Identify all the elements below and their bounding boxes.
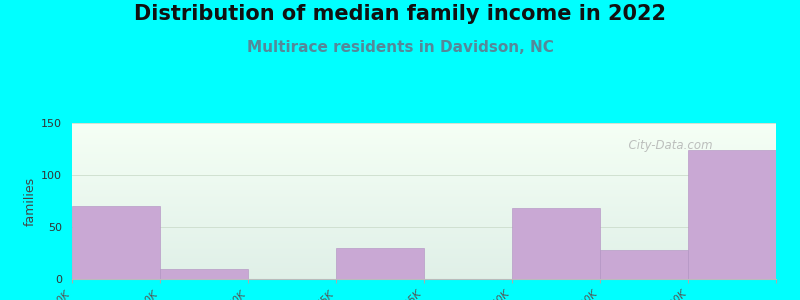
Bar	[336, 248, 424, 279]
Y-axis label: families: families	[24, 176, 37, 226]
Text: Distribution of median family income in 2022: Distribution of median family income in …	[134, 4, 666, 25]
Bar	[160, 268, 248, 279]
Bar	[688, 150, 776, 279]
Bar	[72, 206, 160, 279]
Text: Multirace residents in Davidson, NC: Multirace residents in Davidson, NC	[246, 40, 554, 56]
Text: City-Data.com: City-Data.com	[621, 139, 713, 152]
Bar	[512, 208, 600, 279]
Bar	[600, 250, 688, 279]
